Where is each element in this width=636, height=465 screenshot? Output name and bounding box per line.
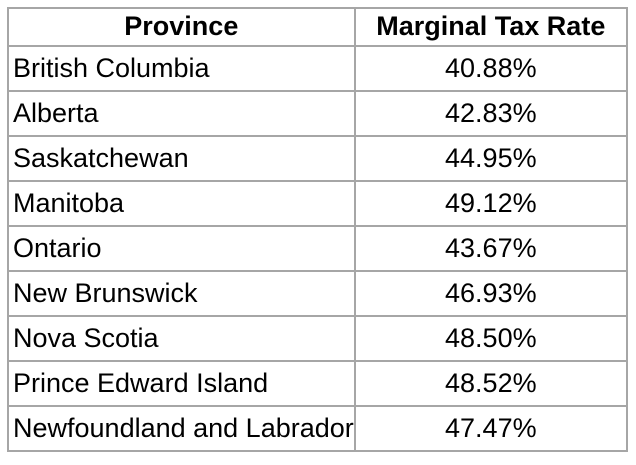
province-cell: British Columbia <box>7 45 356 92</box>
rate-cell: 43.67% <box>353 225 629 272</box>
rate-cell: 40.88% <box>353 45 629 92</box>
table-row: Alberta 42.83% <box>7 90 629 137</box>
marginal-tax-rate-table: Province Marginal Tax Rate British Colum… <box>7 7 629 452</box>
province-cell: Nova Scotia <box>7 315 356 362</box>
table-row: Prince Edward Island 48.52% <box>7 360 629 407</box>
rate-cell: 47.47% <box>353 405 629 452</box>
column-header-province: Province <box>7 7 356 47</box>
province-cell: Saskatchewan <box>7 135 356 182</box>
table-row: Saskatchewan 44.95% <box>7 135 629 182</box>
rate-cell: 48.50% <box>353 315 629 362</box>
rate-cell: 46.93% <box>353 270 629 317</box>
table-row: Ontario 43.67% <box>7 225 629 272</box>
province-cell: Newfoundland and Labrador <box>7 405 356 452</box>
province-cell: Manitoba <box>7 180 356 227</box>
table-row: New Brunswick 46.93% <box>7 270 629 317</box>
table-row: British Columbia 40.88% <box>7 45 629 92</box>
header-row: Province Marginal Tax Rate <box>7 7 629 47</box>
rate-cell: 48.52% <box>353 360 629 407</box>
column-header-marginal-tax-rate: Marginal Tax Rate <box>353 7 629 47</box>
rate-cell: 44.95% <box>353 135 629 182</box>
province-cell: New Brunswick <box>7 270 356 317</box>
table-row: Nova Scotia 48.50% <box>7 315 629 362</box>
rate-cell: 42.83% <box>353 90 629 137</box>
table-row: Newfoundland and Labrador 47.47% <box>7 405 629 452</box>
province-cell: Ontario <box>7 225 356 272</box>
province-cell: Alberta <box>7 90 356 137</box>
rate-cell: 49.12% <box>353 180 629 227</box>
province-cell: Prince Edward Island <box>7 360 356 407</box>
table-row: Manitoba 49.12% <box>7 180 629 227</box>
